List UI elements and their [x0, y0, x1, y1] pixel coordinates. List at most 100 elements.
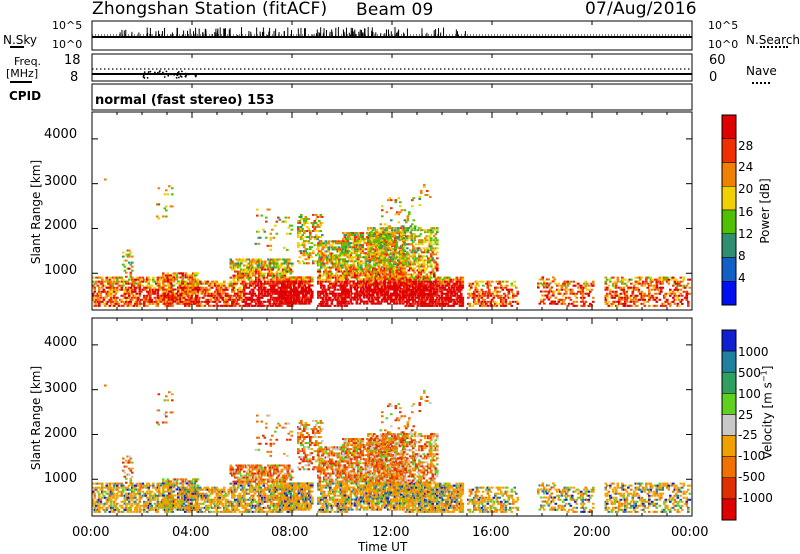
power-cell: [297, 290, 301, 293]
power-cell: [346, 292, 350, 295]
power-cell: [412, 298, 415, 301]
power-cell: [156, 278, 160, 281]
power-cell: [98, 276, 101, 279]
power-cell: [318, 262, 322, 265]
power-cell: [390, 296, 393, 299]
power-cell: [326, 292, 329, 295]
power-cell: [262, 276, 266, 279]
power-cell: [418, 247, 421, 250]
power-cell: [271, 282, 275, 285]
power-cell: [482, 290, 485, 293]
power-cell: [413, 259, 417, 262]
power-cell: [113, 298, 116, 301]
power-cell: [333, 292, 337, 295]
power-cell: [406, 278, 409, 281]
nsky-label: N.Sky: [3, 33, 38, 47]
power-cell: [434, 243, 438, 246]
power-cell: [320, 280, 323, 283]
power-cell: [93, 300, 97, 303]
power-cell: [495, 294, 499, 297]
power-cell: [273, 264, 276, 267]
power-cell: [332, 266, 335, 269]
power-cell: [128, 255, 131, 258]
power-cell: [302, 292, 305, 295]
power-cell: [431, 269, 435, 272]
power-cell: [419, 280, 423, 283]
power-cell: [305, 302, 308, 305]
power-cell: [357, 250, 360, 253]
power-cell: [407, 281, 411, 284]
power-cell: [169, 298, 173, 301]
power-cell: [299, 290, 302, 293]
freq-dip-dot: [175, 76, 178, 79]
power-cell: [187, 304, 190, 307]
power-cell: [338, 274, 341, 277]
noise-spikes: [119, 27, 466, 37]
power-cell: [338, 270, 341, 273]
power-cell: [285, 286, 289, 289]
power-ytick-1000: 1000: [44, 263, 78, 278]
power-cell: [231, 260, 234, 263]
power-cell: [271, 288, 275, 291]
power-cell: [501, 300, 505, 303]
power-cell: [317, 276, 320, 279]
power-cell: [410, 282, 414, 285]
power-cell: [319, 230, 323, 233]
power-cell: [352, 240, 356, 243]
power-cell: [261, 266, 264, 269]
power-cell: [229, 298, 233, 301]
power-cell: [407, 273, 411, 276]
power-cell: [335, 266, 338, 269]
power-cell: [559, 284, 562, 287]
power-cell: [92, 292, 95, 295]
power-cell: [336, 246, 340, 249]
power-cell: [384, 298, 387, 301]
power-cell: [282, 284, 286, 287]
power-cell: [431, 292, 435, 295]
power-cell: [477, 296, 481, 299]
power-cell: [205, 280, 208, 283]
power-cell: [342, 276, 345, 279]
power-cell: [391, 245, 394, 248]
power-cell: [342, 270, 345, 273]
power-cell: [122, 300, 125, 303]
power-cell: [419, 294, 423, 297]
power-cell: [126, 280, 130, 283]
power-cell: [240, 298, 243, 301]
power-cell: [274, 292, 278, 295]
power-cell: [113, 296, 116, 299]
power-cell: [412, 249, 415, 252]
power-cell: [338, 242, 341, 245]
power-cell: [283, 260, 287, 263]
power-cell: [333, 264, 337, 267]
power-cell: [380, 245, 384, 248]
power-cell: [394, 266, 398, 269]
power-cell: [262, 282, 266, 285]
power-cell: [400, 277, 403, 280]
power-cell: [421, 229, 424, 232]
power-cell: [436, 229, 439, 232]
power-cell: [286, 270, 290, 273]
power-cell: [191, 298, 195, 301]
power-cell: [299, 292, 302, 295]
power-cell: [374, 285, 378, 288]
power-cell: [431, 284, 435, 287]
power-cell: [397, 282, 401, 285]
power-cell: [202, 290, 205, 293]
power-cell: [349, 294, 353, 297]
power-cell: [501, 288, 505, 291]
power-cell: [268, 284, 272, 287]
power-cell: [264, 260, 267, 263]
power-cell: [110, 292, 113, 295]
power-cell: [250, 294, 254, 297]
power-cell: [373, 267, 376, 270]
power-cell: [196, 278, 200, 281]
power-cell: [372, 272, 375, 275]
power-cell: [289, 286, 293, 289]
power-cell: [433, 304, 436, 307]
power-cell: [265, 290, 269, 293]
power-cell: [407, 261, 411, 264]
power-cell: [196, 300, 199, 303]
power-cell: [421, 255, 424, 258]
power-cell: [262, 266, 266, 269]
